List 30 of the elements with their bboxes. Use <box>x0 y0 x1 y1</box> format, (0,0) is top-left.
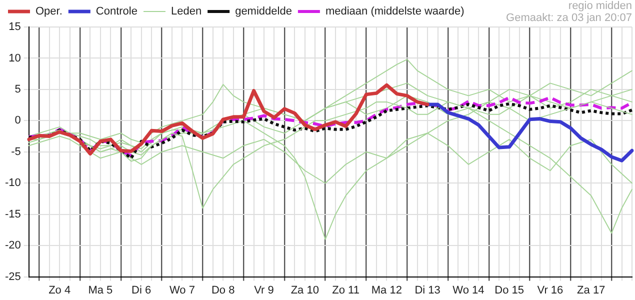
x-tick-label: Wo 14 <box>452 284 484 296</box>
y-tick-label: 10 <box>8 52 21 64</box>
y-tick-label: -25 <box>4 270 21 283</box>
legend-label: Oper. <box>36 6 62 18</box>
x-tick-label: Di 6 <box>132 284 152 296</box>
text: regio midden <box>567 0 632 12</box>
y-tick-label: -20 <box>4 240 21 252</box>
x-tick-label: Di 13 <box>414 284 440 296</box>
x-tick-label: Do 8 <box>211 284 235 296</box>
y-tick-label: -15 <box>4 208 21 220</box>
x-tick-label: Wo 7 <box>169 284 195 296</box>
x-tick-label: Zo 11 <box>332 284 360 296</box>
x-tick-label: Vr 9 <box>254 284 274 296</box>
legend-label: mediaan (middelste waarde) <box>325 6 464 18</box>
y-tick-label: -10 <box>4 177 21 190</box>
legend-label: gemiddelde <box>235 6 292 18</box>
legend-label: Leden <box>170 6 202 18</box>
y-tick-label: 0 <box>14 114 21 127</box>
legend-label: Controle <box>96 6 138 18</box>
x-tick-label: Za 17 <box>577 284 606 296</box>
x-tick-label: Ma 12 <box>371 284 402 296</box>
y-tick-label: 15 <box>8 21 21 34</box>
x-tick-label: Za 10 <box>290 284 319 296</box>
x-tick-label: Do 15 <box>494 284 524 296</box>
text: Gemaakt: za 03 jan 20:07 <box>506 12 632 24</box>
y-tick-label: -5 <box>11 146 21 158</box>
x-tick-label: Vr 16 <box>537 284 564 296</box>
y-tick-label: 5 <box>14 83 21 96</box>
x-tick-label: Ma 5 <box>88 284 113 296</box>
x-tick-label: Zo 4 <box>48 284 71 296</box>
